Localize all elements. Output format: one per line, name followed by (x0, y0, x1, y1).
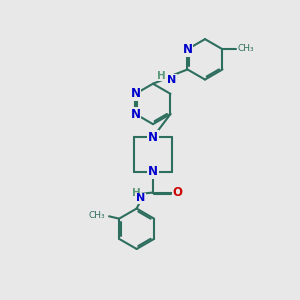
Text: N: N (148, 165, 158, 178)
Text: CH₃: CH₃ (237, 44, 254, 53)
Text: N: N (148, 131, 158, 144)
Text: O: O (172, 186, 183, 199)
Text: H: H (132, 188, 141, 198)
Text: N: N (130, 87, 140, 100)
Text: H: H (157, 71, 166, 81)
Text: N: N (182, 43, 193, 56)
Text: N: N (167, 75, 176, 85)
Text: N: N (130, 107, 140, 121)
Text: N: N (136, 194, 146, 203)
Text: CH₃: CH₃ (88, 211, 105, 220)
